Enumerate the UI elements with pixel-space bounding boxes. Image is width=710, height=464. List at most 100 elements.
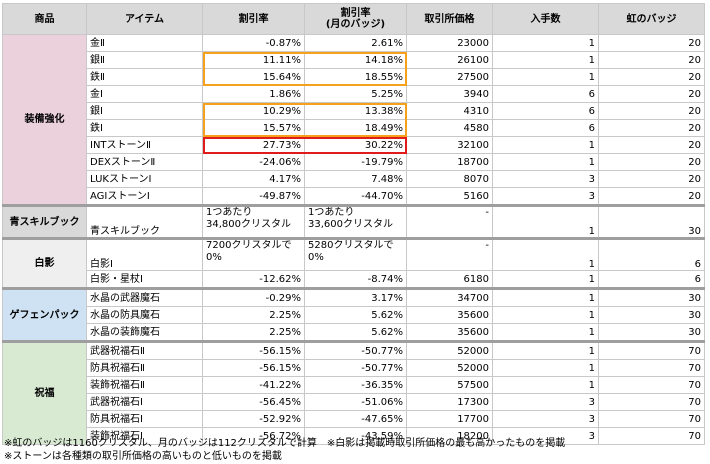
discount-rate: -24.06% xyxy=(202,153,305,171)
discount-rate: 15.57% xyxy=(202,119,305,137)
table-row: 鉄Ⅱ 15.64% 18.55% 27500 1 20 xyxy=(3,68,705,86)
item-name: 水晶の武器魔石 xyxy=(86,287,203,307)
discount-rate-moon: 14.18% xyxy=(304,51,407,69)
item-name: 青スキルブック xyxy=(86,204,203,239)
item-name: 水晶の防具魔石 xyxy=(86,306,203,324)
table-row: 装飾祝福石Ⅰ -56.72% -43.59% 18200 3 70 xyxy=(3,427,705,445)
item-name: 鉄Ⅰ xyxy=(86,119,203,137)
quantity: 3 xyxy=(492,410,599,428)
rainbow-badge: 6 xyxy=(598,270,705,289)
header-qty: 入手数 xyxy=(492,3,599,35)
table-row: 銀Ⅰ 10.29% 13.38% 4310 6 20 xyxy=(3,102,705,120)
discount-rate-moon: 1つあたり 33,600クリスタル xyxy=(304,204,407,239)
rainbow-badge: 70 xyxy=(598,393,705,411)
exchange-price: 8070 xyxy=(406,170,493,188)
exchange-price: 3940 xyxy=(406,85,493,103)
item-name: 金Ⅱ xyxy=(86,34,203,52)
header-item: アイテム xyxy=(86,3,203,35)
discount-rate-moon: 18.49% xyxy=(304,119,407,137)
quantity: 3 xyxy=(492,170,599,188)
quantity: 6 xyxy=(492,119,599,137)
item-name: 白影・星杖Ⅰ xyxy=(86,270,203,289)
footnote-1: ※虹のバッジは1160クリスタル、月のバッジは112クリスタルで計算 ※白影は掲… xyxy=(4,438,566,449)
table-row: 防具祝福石Ⅰ -52.92% -47.65% 17700 3 70 xyxy=(3,410,705,428)
exchange-price: 23000 xyxy=(406,34,493,52)
quantity: 1 xyxy=(492,306,599,324)
product-category: 祝福 xyxy=(2,340,87,445)
header-discount: 割引率 xyxy=(202,3,305,35)
rainbow-badge: 70 xyxy=(598,359,705,377)
quantity: 3 xyxy=(492,393,599,411)
discount-rate: -56.72% xyxy=(202,427,305,445)
quantity: 1 xyxy=(492,376,599,394)
item-name: 装飾祝福石Ⅰ xyxy=(86,427,203,445)
exchange-price: 52000 xyxy=(406,359,493,377)
table-row: LUKストーンⅠ 4.17% 7.48% 8070 3 20 xyxy=(3,170,705,188)
discount-rate: 11.11% xyxy=(202,51,305,69)
header-row: 商品 アイテム 割引率 割引率 (月のバッジ) 取引所価格 入手数 虹のバッジ xyxy=(2,3,705,35)
item-name: 武器祝福石Ⅱ xyxy=(86,340,203,360)
discount-rate-moon: 5.62% xyxy=(304,323,407,342)
quantity: 3 xyxy=(492,187,599,206)
sheet: 商品 アイテム 割引率 割引率 (月のバッジ) 取引所価格 入手数 虹のバッジ 装… xyxy=(2,3,705,445)
rainbow-badge: 20 xyxy=(598,187,705,206)
discount-rate: -49.87% xyxy=(202,187,305,206)
quantity: 1 xyxy=(492,287,599,307)
product-category: 装備強化 xyxy=(2,34,87,206)
item-name: AGIストーンⅠ xyxy=(86,187,203,206)
discount-rate-moon: -50.77% xyxy=(304,340,407,360)
discount-table: 商品 アイテム 割引率 割引率 (月のバッジ) 取引所価格 入手数 虹のバッジ 装… xyxy=(2,3,705,445)
discount-rate-moon: 30.22% xyxy=(304,136,407,154)
discount-rate-moon: 13.38% xyxy=(304,102,407,120)
item-name: 水晶の装飾魔石 xyxy=(86,323,203,342)
discount-rate: -0.29% xyxy=(202,287,305,307)
item-name: 銀Ⅰ xyxy=(86,102,203,120)
quantity: 1 xyxy=(492,340,599,360)
exchange-price: 32100 xyxy=(406,136,493,154)
item-name: 武器祝福石Ⅰ xyxy=(86,393,203,411)
discount-rate-moon: -36.35% xyxy=(304,376,407,394)
quantity: 6 xyxy=(492,85,599,103)
table-row: 祝福 武器祝福石Ⅱ -56.15% -50.77% 52000 1 70 xyxy=(2,340,705,445)
discount-rate-moon: 5.62% xyxy=(304,306,407,324)
table-row: 鉄Ⅰ 15.57% 18.49% 4580 6 20 xyxy=(3,119,705,137)
discount-rate-moon: -43.59% xyxy=(304,427,407,445)
quantity: 1 xyxy=(492,153,599,171)
exchange-price: 27500 xyxy=(406,68,493,86)
discount-rate: -56.45% xyxy=(202,393,305,411)
exchange-price: 34700 xyxy=(406,287,493,307)
item-name: 防具祝福石Ⅰ xyxy=(86,410,203,428)
discount-rate: 4.17% xyxy=(202,170,305,188)
rainbow-badge: 20 xyxy=(598,102,705,120)
table-row: INTストーンⅡ 27.73% 30.22% 32100 1 20 xyxy=(3,136,705,154)
rainbow-badge: 70 xyxy=(598,376,705,394)
header-rainbow: 虹のバッジ xyxy=(598,3,705,35)
item-name: 装飾祝福石Ⅱ xyxy=(86,376,203,394)
footnotes: ※虹のバッジは1160クリスタル、月のバッジは112クリスタルで計算 ※白影は掲… xyxy=(4,437,565,463)
table-row: AGIストーンⅠ -49.87% -44.70% 5160 3 20 xyxy=(3,187,705,206)
discount-rate: 2.25% xyxy=(202,306,305,324)
item-name: 防具祝福石Ⅱ xyxy=(86,359,203,377)
exchange-price: - xyxy=(406,204,493,239)
product-category: ゲフェンパック xyxy=(2,287,87,342)
rainbow-badge: 20 xyxy=(598,119,705,137)
rainbow-badge: 20 xyxy=(598,170,705,188)
quantity: 1 xyxy=(492,68,599,86)
table-row: 水晶の装飾魔石 2.25% 5.62% 35600 1 30 xyxy=(3,323,705,342)
exchange-price: 57500 xyxy=(406,376,493,394)
discount-rate-moon: 2.61% xyxy=(304,34,407,52)
exchange-price: 5160 xyxy=(406,187,493,206)
header-price: 取引所価格 xyxy=(406,3,493,35)
discount-rate: -56.15% xyxy=(202,340,305,360)
discount-rate: 7200クリスタルで 0% xyxy=(202,237,305,271)
quantity: 1 xyxy=(492,34,599,52)
table-row: 青スキルブック 青スキルブック 1つあたり 34,800クリスタル 1つあたり 33,60… xyxy=(2,204,705,239)
header-discount-moon: 割引率 (月のバッジ) xyxy=(304,3,407,35)
discount-rate: -56.15% xyxy=(202,359,305,377)
item-name: INTストーンⅡ xyxy=(86,136,203,154)
exchange-price: 52000 xyxy=(406,340,493,360)
table-row: 金Ⅰ 1.86% 5.25% 3940 6 20 xyxy=(3,85,705,103)
rainbow-badge: 20 xyxy=(598,68,705,86)
quantity: 1 xyxy=(492,237,599,271)
rainbow-badge: 20 xyxy=(598,34,705,52)
